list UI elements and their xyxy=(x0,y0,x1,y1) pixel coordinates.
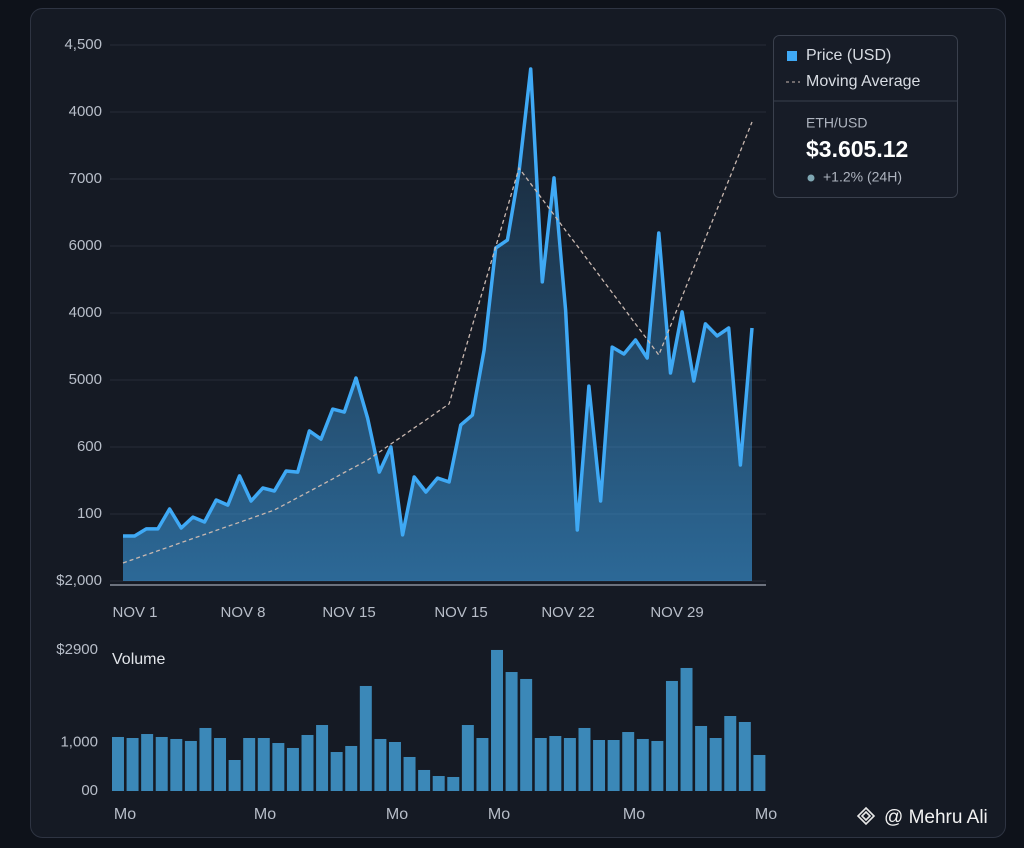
volume-bar xyxy=(476,738,489,791)
y-tick-label: 4000 xyxy=(69,103,102,120)
legend-label: Moving Average xyxy=(806,73,921,90)
volume-y-tick-label: 00 xyxy=(81,782,98,799)
x-tick-label: NOV 8 xyxy=(220,604,265,621)
y-tick-label: 100 xyxy=(77,505,102,522)
legend-box xyxy=(773,35,958,198)
volume-bar xyxy=(549,736,562,791)
volume-bar xyxy=(316,725,329,791)
y-tick-label: 5000 xyxy=(69,371,102,388)
volume-y-tick-label: 1,000 xyxy=(60,733,98,750)
volume-bar xyxy=(345,745,358,791)
volume-bar xyxy=(724,716,737,791)
volume-bar xyxy=(432,776,445,791)
x-tick-label: NOV 1 xyxy=(112,604,157,621)
volume-bar xyxy=(257,738,270,791)
x-tick-label: NOV 15 xyxy=(322,604,375,621)
y-tick-label: 4000 xyxy=(69,304,102,321)
watermark: @ Mehru Ali xyxy=(884,807,988,828)
volume-bar xyxy=(534,738,547,791)
volume-x-tick-label: Mo xyxy=(386,806,408,823)
volume-bar xyxy=(184,740,197,791)
volume-bar xyxy=(418,769,431,791)
volume-bar xyxy=(578,727,591,791)
volume-bar xyxy=(680,667,693,791)
volume-bar xyxy=(330,752,343,791)
volume-bar xyxy=(301,734,314,791)
volume-bar xyxy=(651,740,664,791)
volume-bar xyxy=(491,649,503,791)
volume-bar xyxy=(636,738,649,791)
ticker-price: $3.605.12 xyxy=(806,136,908,162)
y-tick-label: $2,000 xyxy=(56,572,102,589)
volume-bar xyxy=(709,738,722,791)
y-tick-label: 6000 xyxy=(69,237,102,254)
volume-bar xyxy=(359,685,372,791)
volume-bar xyxy=(695,725,708,791)
x-tick-label: NOV 22 xyxy=(541,604,594,621)
volume-x-tick-label: Mo xyxy=(623,806,645,823)
volume-x-tick-label: Mo xyxy=(755,806,777,823)
volume-bar xyxy=(563,738,576,791)
volume-bar xyxy=(170,738,183,791)
volume-bar xyxy=(214,738,227,791)
volume-bar xyxy=(505,672,518,791)
volume-bar xyxy=(199,727,212,791)
watermark-icon xyxy=(856,806,876,826)
volume-bar xyxy=(403,756,416,791)
volume-bar xyxy=(155,736,168,791)
legend-label: Price (USD) xyxy=(806,47,891,64)
volume-title: Volume xyxy=(112,651,165,668)
volume-bar xyxy=(753,754,766,791)
volume-bar xyxy=(228,759,241,791)
legend-swatch xyxy=(787,51,797,61)
price-line xyxy=(123,67,754,538)
volume-bar xyxy=(286,747,299,791)
volume-y-tick-label: $2900 xyxy=(56,641,98,658)
volume-bar xyxy=(374,738,387,791)
ticker-change: +1.2% (24H) xyxy=(823,169,902,185)
volume-x-tick-label: Mo xyxy=(254,806,276,823)
change-dot xyxy=(807,174,815,182)
volume-bar xyxy=(461,725,474,791)
volume-bar xyxy=(738,721,751,791)
y-tick-label: 600 xyxy=(77,438,102,455)
volume-x-tick-label: Mo xyxy=(114,806,136,823)
volume-bar xyxy=(272,743,285,791)
y-tick-label: 7000 xyxy=(69,170,102,187)
volume-bar xyxy=(447,776,460,791)
x-tick-label: NOV 15 xyxy=(434,604,487,621)
volume-bar xyxy=(388,741,401,791)
x-tick-label: NOV 29 xyxy=(650,604,703,621)
volume-x-tick-label: Mo xyxy=(488,806,510,823)
ticker-pair: ETH/USD xyxy=(806,115,867,131)
volume-bar xyxy=(622,732,635,791)
volume-bar xyxy=(520,678,533,791)
volume-bar xyxy=(665,680,678,791)
volume-bar xyxy=(593,739,606,791)
volume-bar xyxy=(243,738,256,791)
moving-average-line xyxy=(122,121,753,564)
volume-bar xyxy=(607,739,620,791)
volume-bar xyxy=(126,738,139,791)
volume-bar xyxy=(141,734,154,791)
volume-bar xyxy=(112,736,124,791)
y-tick-label: 4,500 xyxy=(64,36,102,53)
